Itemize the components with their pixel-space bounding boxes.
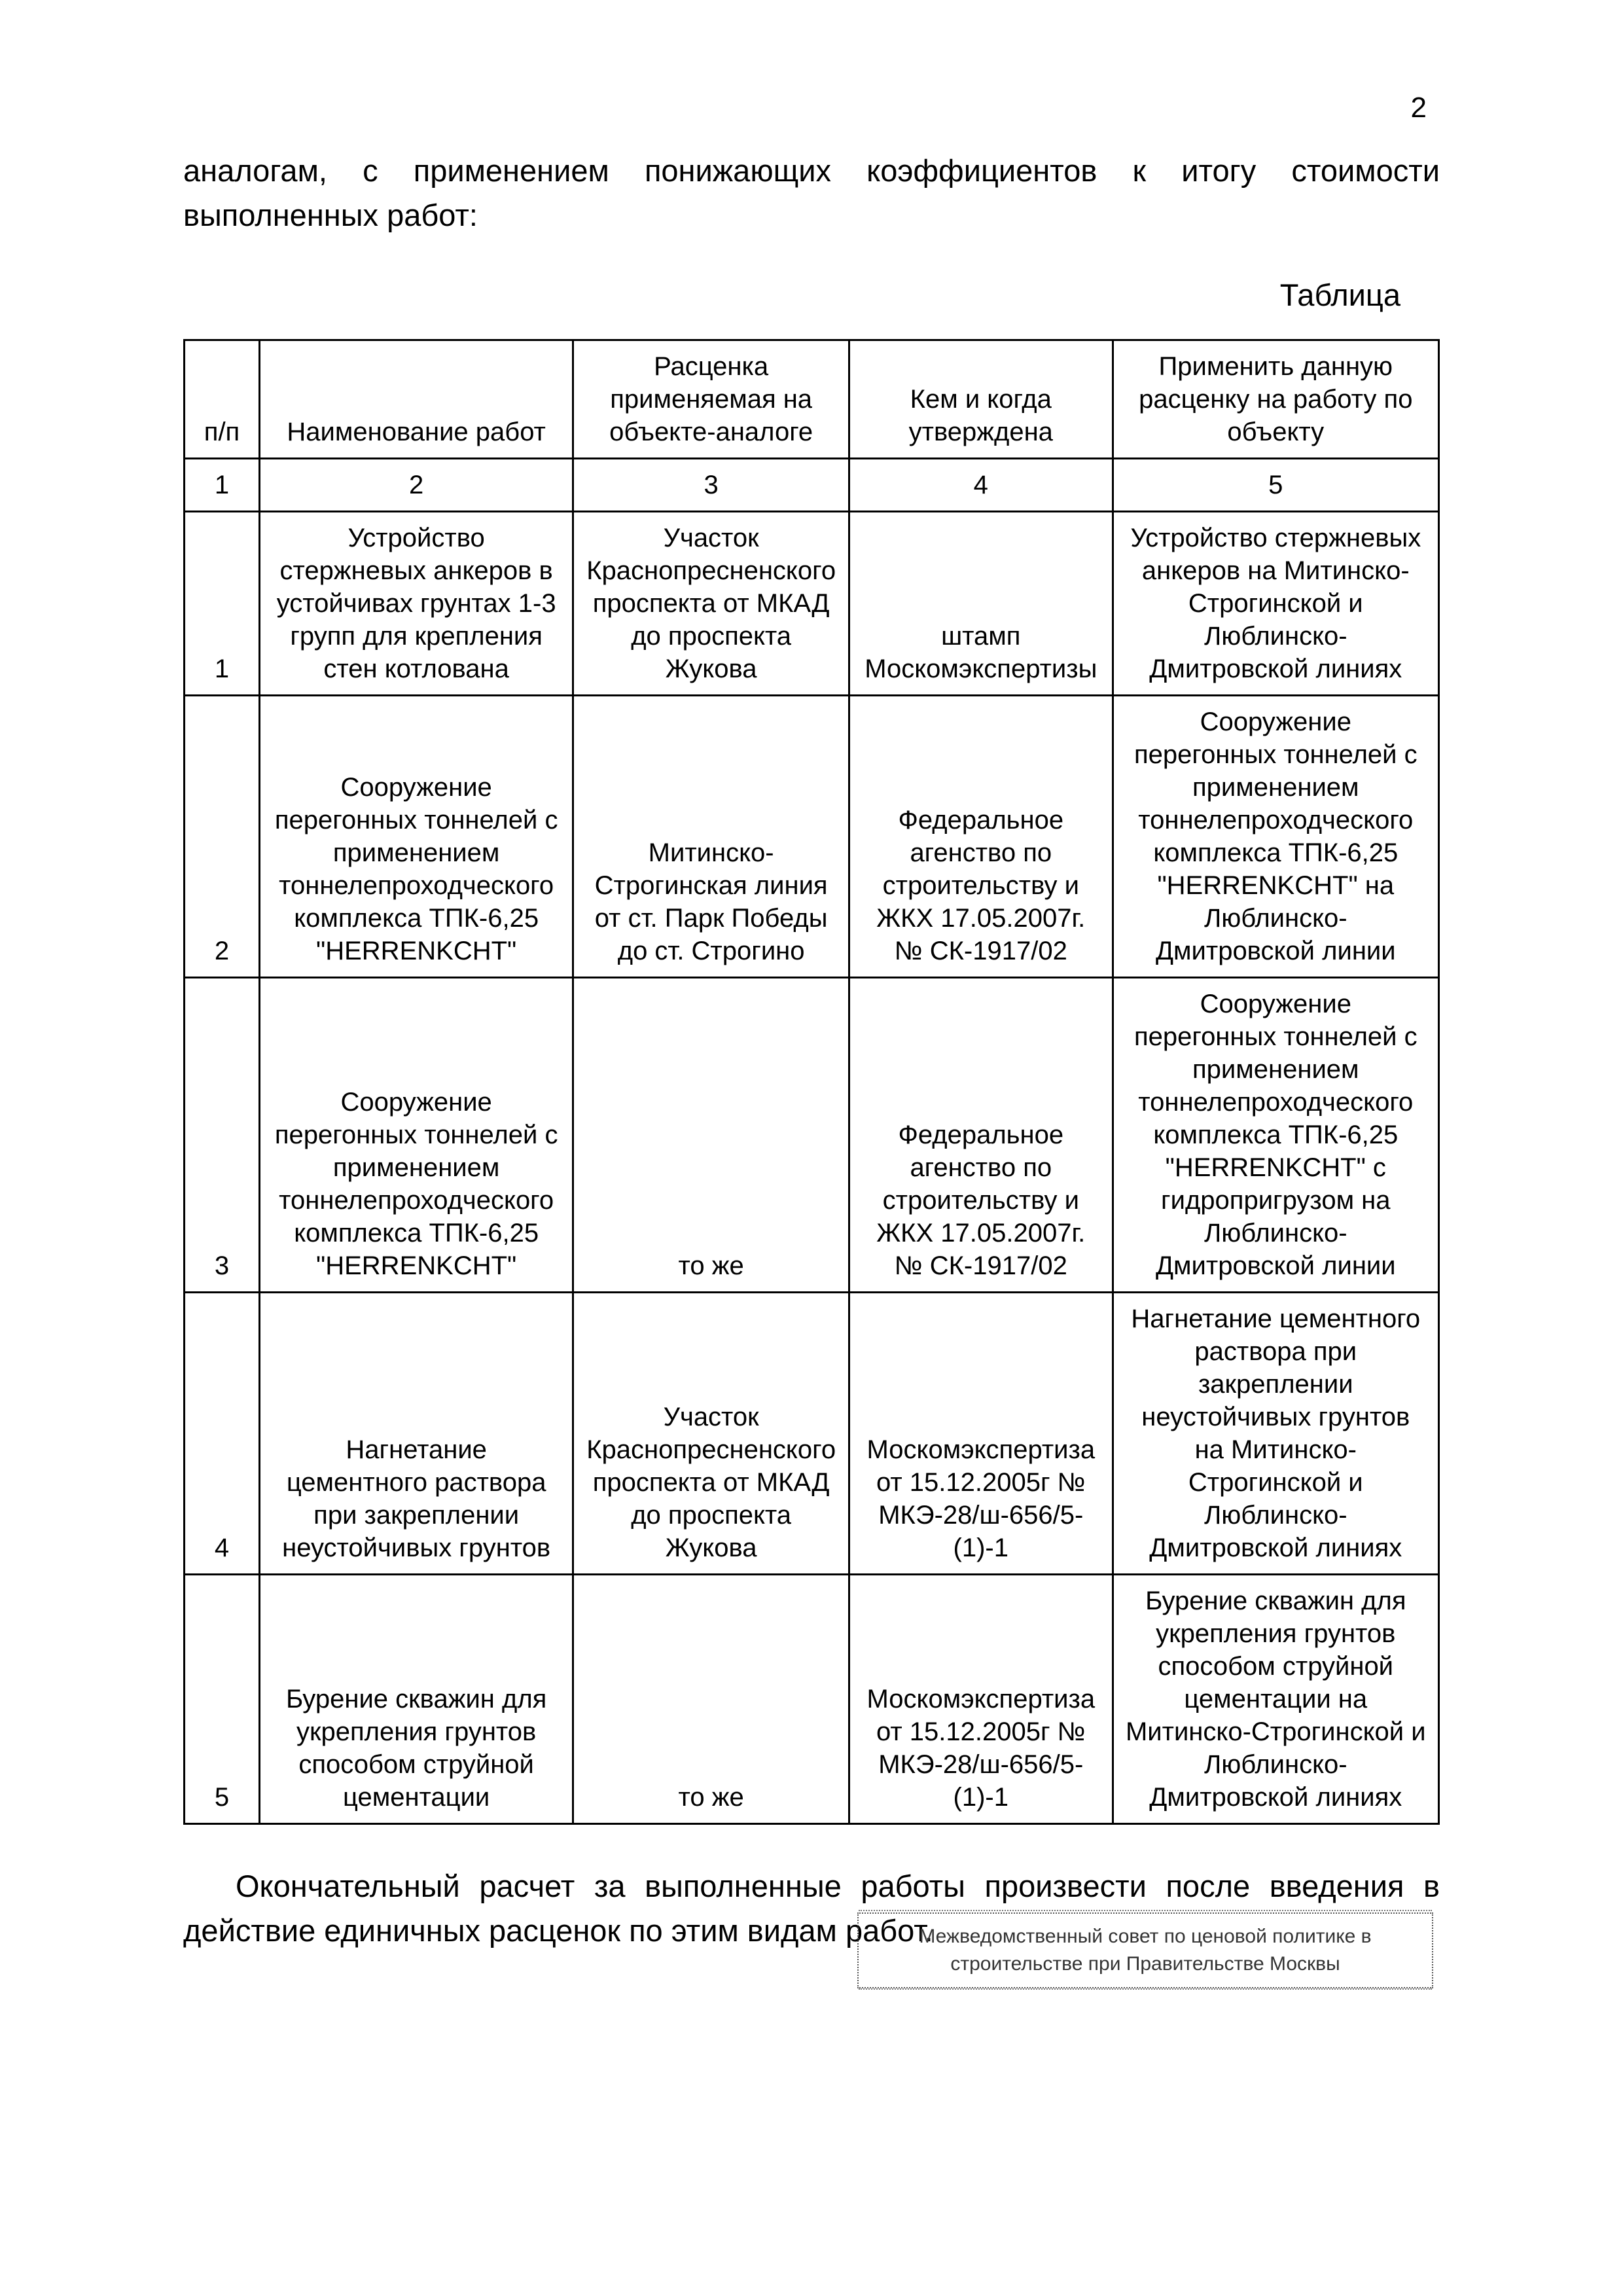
cell-index: 3 [185, 978, 260, 1293]
cell-approved: Москомэкспертиза от 15.12.2005г № МКЭ-28… [849, 1575, 1113, 1824]
cell-approved: Федеральное агенство по строительству и … [849, 978, 1113, 1293]
colnum-5: 5 [1113, 459, 1438, 512]
cell-index: 2 [185, 696, 260, 978]
cell-rate: Митинско-Строгинская линия от ст. Парк П… [573, 696, 849, 978]
cell-rate: то же [573, 1575, 849, 1824]
table-row: 2 Сооружение перегонных тоннелей с приме… [185, 696, 1439, 978]
cell-approved: Федеральное агенство по строительству и … [849, 696, 1113, 978]
table-row: 1 Устройство стержневых анкеров в устойч… [185, 512, 1439, 696]
cell-name: Нагнетание цементного раствора при закре… [260, 1293, 573, 1575]
cell-index: 4 [185, 1293, 260, 1575]
cell-name: Сооружение перегонных тоннелей с примене… [260, 978, 573, 1293]
cell-apply: Сооружение перегонных тоннелей с примене… [1113, 696, 1438, 978]
col-header-index: п/п [185, 340, 260, 459]
cell-apply: Сооружение перегонных тоннелей с примене… [1113, 978, 1438, 1293]
table-caption: Таблица [183, 277, 1440, 313]
cell-apply: Бурение скважин для укрепления грунтов с… [1113, 1575, 1438, 1824]
table-row: 5 Бурение скважин для укрепления грунтов… [185, 1575, 1439, 1824]
cell-index: 5 [185, 1575, 260, 1824]
cell-apply: Нагнетание цементного раствора при закре… [1113, 1293, 1438, 1575]
table-header-row: п/п Наименование работ Расценка применяе… [185, 340, 1439, 459]
col-header-name: Наименование работ [260, 340, 573, 459]
cell-approved: штамп Москомэкспертизы [849, 512, 1113, 696]
table-row: 4 Нагнетание цементного раствора при зак… [185, 1293, 1439, 1575]
col-header-rate: Расценка применяемая на объекте-аналоге [573, 340, 849, 459]
colnum-2: 2 [260, 459, 573, 512]
colnum-3: 3 [573, 459, 849, 512]
colnum-1: 1 [185, 459, 260, 512]
cell-rate: Участок Краснопресненского проспекта от … [573, 1293, 849, 1575]
cell-rate: Участок Краснопресненского проспекта от … [573, 512, 849, 696]
cell-approved: Москомэкспертиза от 15.12.2005г № МКЭ-28… [849, 1293, 1113, 1575]
colnum-4: 4 [849, 459, 1113, 512]
col-header-approved: Кем и когда утверждена [849, 340, 1113, 459]
cell-name: Устройство стержневых анкеров в устойчив… [260, 512, 573, 696]
main-table: п/п Наименование работ Расценка применяе… [183, 339, 1440, 1825]
document-page: 2 аналогам, с применением понижающих коэ… [0, 0, 1623, 2296]
intro-paragraph: аналогам, с применением понижающих коэфф… [183, 149, 1440, 238]
page-number: 2 [1411, 92, 1427, 124]
cell-rate: то же [573, 978, 849, 1293]
cell-name: Бурение скважин для укрепления грунтов с… [260, 1575, 573, 1824]
table-colnum-row: 1 2 3 4 5 [185, 459, 1439, 512]
cell-apply: Устройство стержневых анкеров на Митинск… [1113, 512, 1438, 696]
cell-name: Сооружение перегонных тоннелей с примене… [260, 696, 573, 978]
col-header-apply: Применить данную расценку на работу по о… [1113, 340, 1438, 459]
table-row: 3 Сооружение перегонных тоннелей с приме… [185, 978, 1439, 1293]
official-stamp: Межведомственный совет по ценовой полити… [857, 1912, 1433, 1988]
cell-index: 1 [185, 512, 260, 696]
